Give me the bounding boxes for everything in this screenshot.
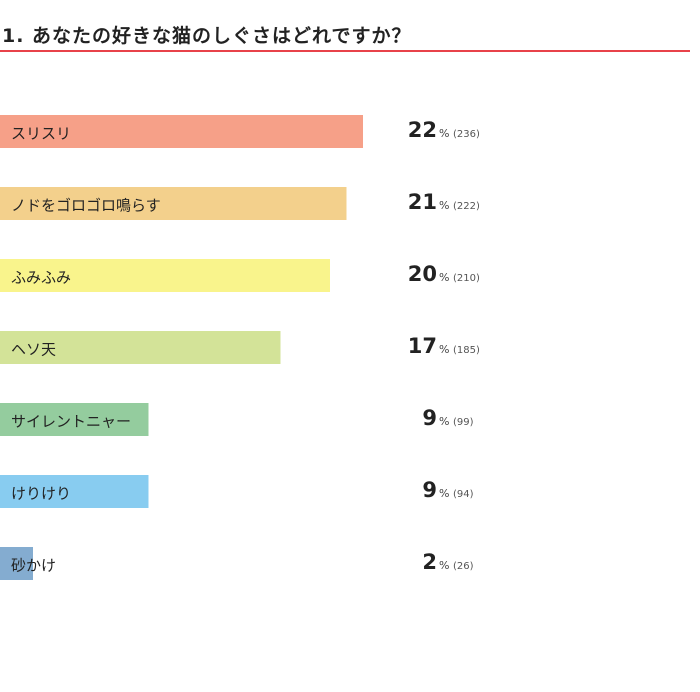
percent-unit: % [439,127,449,140]
response-count: (236) [453,129,480,140]
percent-value: 17 [408,334,437,358]
response-count: (99) [453,417,474,428]
category-label: ふみふみ [11,269,71,287]
percent-unit: % [439,343,449,356]
percent-unit: % [439,199,449,212]
question-header: 1. あなたの好きな猫のしぐさはどれですか？ [0,18,690,52]
percent-value: 20 [408,262,437,286]
bar [0,403,149,436]
bar [0,547,33,580]
percent-value: 22 [408,118,437,142]
category-label: ノドをゴロゴロ鳴らす [11,197,161,215]
category-label: 砂かけ [11,557,56,575]
bar [0,115,363,148]
response-count: (222) [453,201,480,212]
question-title: 1. あなたの好きな猫のしぐさはどれですか？ [2,25,412,47]
percent-unit: % [439,271,449,284]
percent-value: 9 [422,478,437,502]
percent-unit: % [439,415,449,428]
category-label: けりけり [11,485,71,503]
category-label: ヘソ天 [11,341,56,359]
response-count: (94) [453,489,474,500]
category-label: サイレントニャー [11,413,131,431]
category-label: スリスリ [11,125,71,143]
response-count: (185) [453,345,480,356]
response-count: (26) [453,561,474,572]
percent-value: 9 [422,406,437,430]
response-count: (210) [453,273,480,284]
percent-unit: % [439,559,449,572]
bar [0,475,149,508]
percent-value: 2 [422,550,437,574]
percent-value: 21 [408,190,437,214]
bar [0,331,281,364]
percent-unit: % [439,487,449,500]
bar [0,187,347,220]
bar [0,259,330,292]
